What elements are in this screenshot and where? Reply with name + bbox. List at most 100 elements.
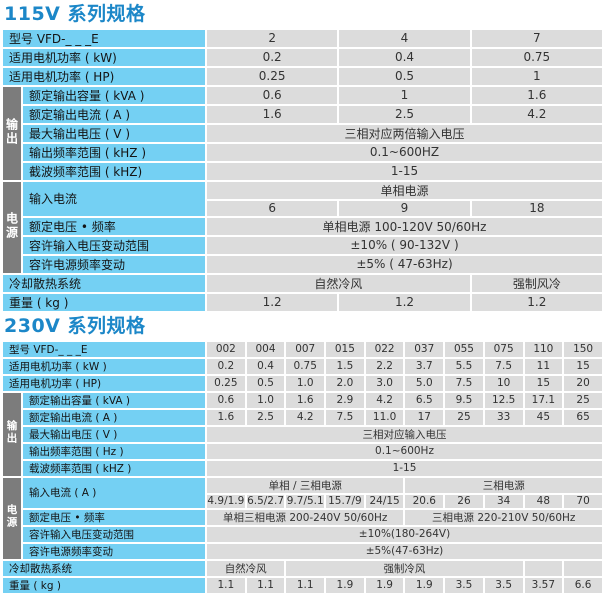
spec-value-cell: 1.1 — [246, 577, 285, 593]
spec-value-cell: 17.1 — [524, 392, 563, 408]
spec-value-cell: 0.25 — [207, 375, 245, 391]
spec-value-cell: 11 — [524, 358, 563, 374]
spec-value-cell: 6 — [207, 200, 338, 216]
spec-value-cell: 33 — [484, 409, 523, 425]
row-label: 额定电压 • 频率 — [23, 509, 205, 525]
row-label: 型号 VFD-_ _ _E — [3, 341, 205, 357]
spec-value-cell: 1.0 — [246, 392, 285, 408]
row-label: 额定输出电流 ( A ) — [23, 409, 205, 425]
spec-value-cell: 4.2 — [286, 409, 325, 425]
row-label: 额定输出容量 ( kVA ) — [23, 86, 205, 104]
row-label: 容许电源频率变动 — [23, 255, 205, 273]
spec-value-cell: 20 — [564, 375, 602, 391]
table-row: 载波频率范围 ( kHZ ) 1-15 — [3, 460, 602, 476]
spec-value-cell: 0.75 — [286, 358, 325, 374]
spec-value-cell: 26 — [445, 494, 483, 508]
spec-value-cell: 单相三相电源 200-240V 50/60Hz — [207, 509, 404, 525]
spec-value-cell: ±5%(47-63Hz) — [207, 543, 602, 559]
spec-value-cell: 0.6 — [207, 392, 245, 408]
power-group-label-text: 电源 — [4, 211, 19, 240]
spec-value-cell: 7.5 — [445, 375, 483, 391]
spec-value-cell: 25 — [445, 409, 483, 425]
spec-value-cell: 0.5 — [246, 375, 285, 391]
spec-value-cell: 4.9/1.9 — [207, 494, 245, 508]
spec-value-cell: 1.9 — [365, 577, 404, 593]
spec-value-cell: 6.5/2.7 — [246, 494, 285, 508]
spec-value-cell: 2 — [207, 29, 338, 47]
table-row: 最大输出电压 ( V ) 三相对应输入电压 — [3, 426, 602, 442]
section-115v: 115V 系列规格 型号 VFD-_ _ _E 2 4 7 适用电机功率 ( kW) 0.… — [1, 1, 604, 313]
spec-value-cell: 015 — [326, 341, 364, 357]
row-label: 适用电机功率 ( kW) — [3, 48, 205, 66]
table-row: 额定输出电流 ( A ) 1.6 2.5 4.2 — [3, 105, 602, 123]
row-label: 输出频率范围 ( Hz ) — [23, 443, 205, 459]
table-row: 电源 输入电流 单相电源 — [3, 181, 602, 273]
table-row: 电源 输入电流 ( A ) 单相 / 三相电源 三相电源 — [3, 477, 602, 559]
spec-value-cell: 单相电源 100-120V 50/60Hz — [207, 217, 602, 235]
spec-value-cell: 0.1~600Hz — [207, 443, 602, 459]
spec-value-cell: 1.2 — [471, 293, 602, 311]
table-row: 容许电源频率变动 ±5%(47-63Hz) — [3, 543, 602, 559]
spec-value-cell: 7.5 — [484, 358, 523, 374]
row-label: 重量 ( kg ) — [3, 577, 205, 593]
spec-value-cell: 1.2 — [207, 293, 338, 311]
spec-value-cell — [524, 560, 563, 576]
spec-value-cell — [564, 560, 602, 576]
table-title-115v: 115V 系列规格 — [4, 3, 146, 25]
spec-value-cell: 6.6 — [564, 577, 602, 593]
spec-value-cell: 4.2 — [471, 105, 602, 123]
spec-value-cell: 9 — [339, 200, 470, 216]
spec-value-cell: 055 — [445, 341, 483, 357]
row-label: 适用电机功率 ( kW ) — [3, 358, 205, 374]
spec-value-cell: 0.1~600HZ — [207, 143, 602, 161]
spec-value-cell: 1 — [339, 86, 470, 104]
spec-value-cell: 007 — [286, 341, 325, 357]
spec-value-cell: 0.4 — [246, 358, 285, 374]
power-group-label: 电源 — [3, 477, 21, 559]
row-label: 重量 ( kg ) — [3, 293, 205, 311]
row-label: 额定输出电流 ( A ) — [23, 105, 205, 123]
table-row: 重量 ( kg ) 1.2 1.2 1.2 — [3, 293, 602, 311]
spec-value-cell: 002 — [207, 341, 245, 357]
spec-value-cell: 三相对应两倍输入电压 — [207, 124, 602, 142]
spec-value-cell: 2.2 — [365, 358, 404, 374]
spec-value-cell: 20.6 — [405, 494, 444, 508]
spec-value-cell: 48 — [524, 494, 563, 508]
row-label: 容许电源频率变动 — [23, 543, 205, 559]
spec-value-cell: 1.6 — [207, 105, 338, 123]
spec-value-cell: 2.0 — [326, 375, 364, 391]
spec-value-cell: 3.5 — [445, 577, 483, 593]
row-label: 载波频率范围 ( kHZ ) — [23, 460, 205, 476]
spec-value-cell: 1.1 — [286, 577, 325, 593]
power-group-label: 电源 — [3, 181, 21, 273]
spec-value-cell: 0.5 — [339, 67, 470, 85]
spec-value-cell: 65 — [564, 409, 602, 425]
row-label: 适用电机功率 ( HP) — [3, 375, 205, 391]
spec-value-cell: 9.7/5.1 — [286, 494, 325, 508]
row-label: 输入电流 ( A ) — [23, 477, 205, 508]
table-row: 输出 额定输出容量 ( kVA ) 0.6 1 1.6 — [3, 86, 602, 180]
table-title-230v: 230V 系列规格 — [4, 314, 146, 337]
row-label: 输出频率范围 ( kHZ ) — [23, 143, 205, 161]
table-row: 重量 ( kg ) 1.1 1.1 1.1 1.9 1.9 1.9 3.5 3.5 3.57 6.6 — [3, 577, 602, 593]
table-row: 容许电源频率变动 ±5% ( 47-63Hz) — [3, 255, 602, 273]
table-row: 截波频率范围 ( kHZ) 1-15 — [3, 162, 602, 180]
spec-value-cell: ±10% ( 90-132V ) — [207, 236, 602, 254]
spec-value-cell: 15 — [564, 358, 602, 374]
spec-value-cell: 9.5 — [445, 392, 483, 408]
spec-value-cell: 1-15 — [207, 162, 602, 180]
spec-value-cell: 1.6 — [207, 409, 245, 425]
table-row: 4.9/1.9 6.5/2.7 9.7/5.1 15.7/9 24/15 20.6 26 34… — [3, 494, 602, 508]
spec-value-cell: 12.5 — [484, 392, 523, 408]
spec-value-cell: 18 — [471, 200, 602, 216]
spec-value-cell: 1.9 — [326, 577, 364, 593]
spec-value-cell: 075 — [484, 341, 523, 357]
row-label: 额定输出容量 ( kVA ) — [23, 392, 205, 408]
table-row: 型号 VFD-_ _ _E 2 4 7 — [3, 29, 602, 47]
table-row: 冷却散热系统 自然冷风 强制风冷 — [3, 274, 602, 292]
table-row: 容许输入电压变动范围 ±10% ( 90-132V ) — [3, 236, 602, 254]
spec-value-cell: 5.5 — [445, 358, 483, 374]
spec-value-cell: 1.1 — [207, 577, 245, 593]
output-group-label: 输出 — [3, 86, 21, 180]
table-row: 适用电机功率 ( HP) 0.25 0.5 1.0 2.0 3.0 5.0 7.5 10 15 20 — [3, 375, 602, 391]
